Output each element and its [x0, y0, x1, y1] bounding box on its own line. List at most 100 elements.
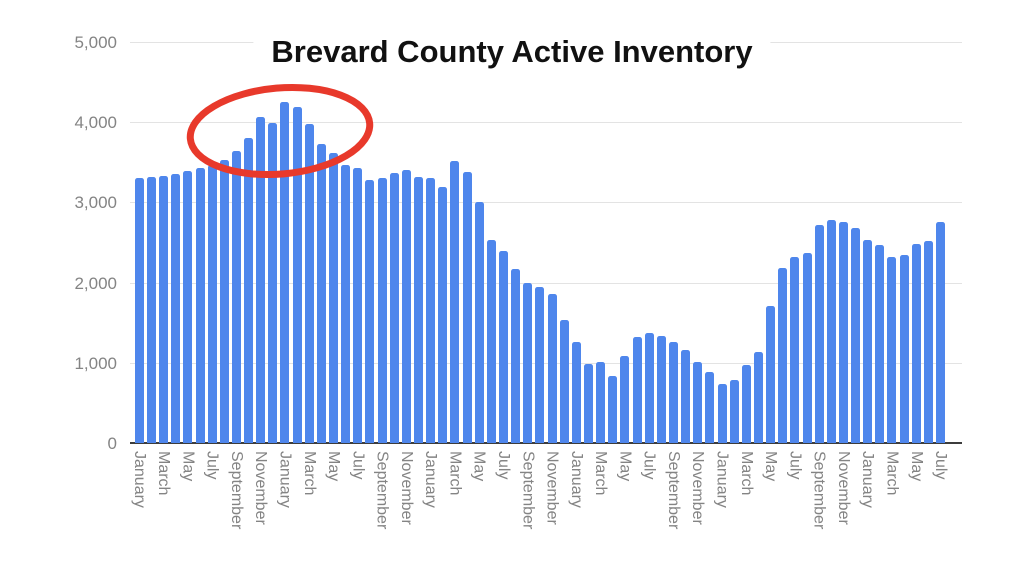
- x-tick-label: March: [592, 451, 610, 496]
- bar-february-1: [146, 177, 156, 443]
- x-tick-label: January: [859, 451, 877, 508]
- bar-december-47: [705, 372, 715, 443]
- x-tick-label: November: [397, 451, 415, 525]
- x-tick-label: January: [276, 451, 294, 508]
- bar-february-49: [729, 380, 739, 443]
- gridline: [130, 202, 962, 204]
- x-tick-label: July: [932, 451, 950, 480]
- x-tick-label: January: [130, 451, 148, 508]
- bar-may-16: [329, 153, 339, 443]
- bar-december-11: [268, 123, 278, 443]
- x-tick-label: September: [664, 451, 682, 530]
- bar-july-18: [353, 167, 363, 443]
- y-tick-label: 0: [107, 434, 117, 453]
- bar-august-31: [511, 268, 521, 443]
- x-tick-label: March: [737, 451, 755, 496]
- chart-title: Brevard County Active Inventory: [253, 29, 771, 75]
- bar-april-63: [899, 255, 909, 443]
- bar-october-45: [681, 349, 691, 443]
- bar-october-33: [535, 287, 545, 443]
- bar-march-38: [596, 361, 606, 443]
- bar-september-56: [814, 224, 824, 443]
- x-tick-label: September: [519, 451, 537, 530]
- bar-march-62: [887, 256, 897, 443]
- bar-august-19: [365, 179, 375, 443]
- y-tick-label: 3,000: [74, 193, 117, 213]
- y-tick-label: 4,000: [74, 113, 117, 133]
- x-tick-label: January: [713, 451, 731, 508]
- x-tick-label: July: [786, 451, 804, 480]
- gridline: [130, 122, 962, 124]
- bar-may-40: [620, 355, 630, 443]
- bar-july-42: [644, 333, 654, 443]
- bar-october-21: [389, 172, 399, 443]
- bar-july-66: [936, 222, 946, 443]
- bar-june-29: [486, 239, 496, 443]
- bar-february-37: [583, 363, 593, 443]
- gridline: [130, 282, 962, 284]
- bar-january-48: [717, 384, 727, 443]
- bar-november-58: [838, 221, 848, 443]
- bar-june-17: [341, 164, 351, 443]
- x-tick-label: March: [446, 451, 464, 496]
- bar-april-39: [608, 375, 618, 443]
- x-tick-label: May: [762, 451, 780, 482]
- bar-february-13: [292, 106, 302, 443]
- bar-february-25: [438, 186, 448, 443]
- bar-july-6: [207, 164, 217, 443]
- x-tick-label: May: [616, 451, 634, 482]
- bar-august-7: [219, 159, 229, 443]
- bar-march-14: [304, 124, 314, 443]
- bar-may-28: [474, 201, 484, 443]
- y-tick-label: 1,000: [74, 353, 117, 373]
- bar-october-57: [826, 220, 836, 443]
- bar-october-9: [244, 137, 254, 443]
- bar-july-30: [499, 251, 508, 443]
- bar-june-53: [778, 267, 788, 443]
- bar-april-51: [753, 352, 763, 443]
- x-tick-label: January: [422, 451, 440, 508]
- bar-may-52: [766, 305, 776, 443]
- x-tick-label: September: [227, 451, 245, 530]
- x-tick-label: May: [470, 451, 488, 482]
- bar-december-23: [414, 177, 424, 443]
- x-tick-label: March: [155, 451, 173, 496]
- bar-september-44: [668, 342, 678, 443]
- x-tick-label: July: [640, 451, 658, 480]
- bar-november-10: [256, 116, 266, 443]
- x-tick-label: March: [883, 451, 901, 496]
- bar-january-0: [134, 178, 144, 443]
- bar-september-8: [231, 151, 241, 443]
- bar-march-26: [450, 160, 460, 443]
- x-axis-baseline: [130, 442, 962, 444]
- y-tick-label: 5,000: [74, 33, 117, 52]
- bar-december-35: [559, 319, 569, 443]
- x-tick-label: November: [834, 451, 852, 525]
- bar-june-5: [195, 168, 205, 443]
- bar-april-3: [171, 173, 181, 443]
- x-tick-label: May: [179, 451, 197, 482]
- bar-february-61: [875, 244, 885, 443]
- y-tick-label: 2,000: [74, 273, 117, 293]
- bar-november-34: [547, 293, 557, 443]
- x-tick-label: May: [325, 451, 343, 482]
- bar-august-43: [656, 336, 666, 443]
- bar-july-54: [790, 256, 800, 443]
- gridline: [130, 362, 962, 364]
- bar-march-2: [159, 175, 169, 443]
- bar-april-15: [316, 143, 326, 443]
- x-tick-label: May: [907, 451, 925, 482]
- bar-june-41: [632, 336, 642, 443]
- x-tick-label: November: [252, 451, 270, 525]
- x-tick-label: July: [349, 451, 367, 480]
- bar-september-32: [523, 282, 533, 443]
- bar-january-12: [280, 102, 290, 443]
- x-tick-label: March: [300, 451, 318, 496]
- bar-march-50: [741, 364, 751, 443]
- x-tick-label: November: [689, 451, 707, 525]
- bar-january-60: [863, 240, 873, 443]
- bar-november-22: [401, 170, 411, 443]
- bar-august-55: [802, 252, 812, 443]
- x-tick-label: July: [495, 451, 512, 480]
- x-tick-label: July: [203, 451, 221, 480]
